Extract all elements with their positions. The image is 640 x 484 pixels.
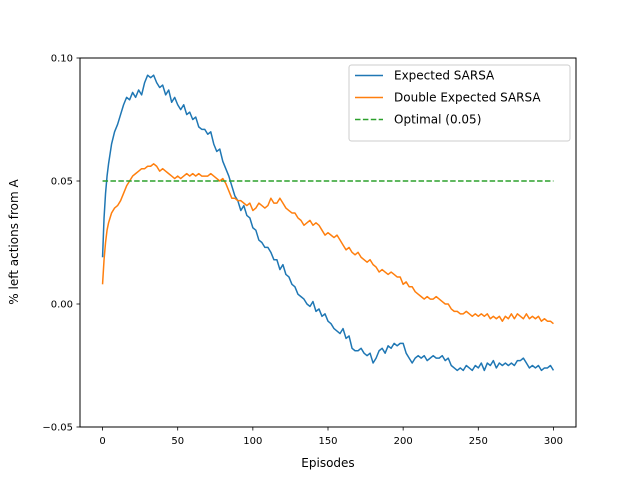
series-layer — [101, 74, 555, 372]
x-axis-label: Episodes — [301, 456, 354, 470]
series-line-1 — [101, 163, 554, 325]
y-tick-label: 0.10 — [51, 54, 73, 65]
y-tick-label: 0.00 — [51, 300, 73, 311]
y-tick-label: 0.05 — [51, 177, 73, 188]
x-tick-label: 300 — [544, 436, 563, 447]
legend-label: Optimal (0.05) — [394, 113, 481, 127]
y-axis-label: % left actions from A — [7, 179, 21, 305]
legend-box — [348, 64, 571, 142]
x-tick-label: 250 — [469, 436, 488, 447]
y-axis: −0.05 0.00 0.05 0.10 — [42, 54, 80, 434]
x-tick-label: 150 — [318, 436, 337, 447]
series-line-0 — [101, 74, 555, 372]
legend-label: Expected SARSA — [394, 69, 495, 83]
x-tick-label: 200 — [394, 436, 413, 447]
x-tick-label: 0 — [99, 436, 105, 447]
x-tick-label: 100 — [243, 436, 262, 447]
legend: Expected SARSA Double Expected SARSA Optim… — [348, 64, 571, 142]
y-tick-label: −0.05 — [42, 423, 73, 434]
x-axis: 0 50 100 150 200 250 300 — [99, 427, 563, 447]
x-tick-label: 50 — [171, 436, 184, 447]
legend-label: Double Expected SARSA — [394, 91, 541, 105]
